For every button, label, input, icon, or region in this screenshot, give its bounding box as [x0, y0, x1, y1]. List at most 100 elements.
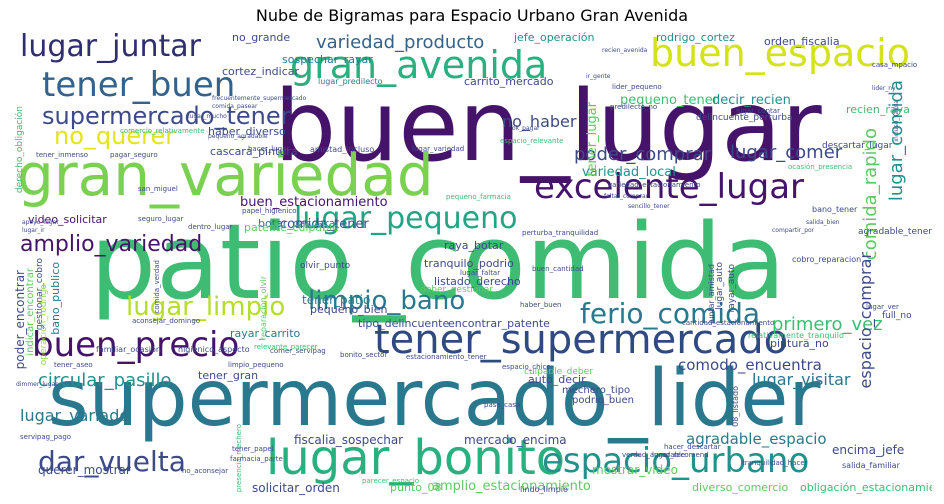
word-espacio-comprar: espacio_comprar: [856, 252, 875, 389]
word-no-grande: no_grande: [232, 32, 291, 44]
word-bano-publico: bano_publico: [49, 262, 62, 335]
word-tener-gran: tener_gran: [198, 369, 259, 382]
word-amistad-incluso: amistad_incluso: [310, 145, 375, 154]
word-parecer-espacio: parecer_espacio: [362, 477, 420, 485]
word-poder-comprar: poder_comprar: [574, 144, 712, 165]
word-farmacia-parte: farmacia_parte: [230, 455, 283, 463]
word-ir-gente: ir_gente: [586, 73, 611, 80]
word-solicitar-orden: solicitar_orden: [252, 481, 340, 495]
word-lugar-auto: lugar_auto: [715, 262, 725, 310]
word-lugar-predilecto: lugar_predilecto: [318, 77, 383, 86]
word-operacion-rodrigo: operación_rodrigo: [39, 284, 49, 366]
word-primero-vez: primero_vez: [772, 314, 883, 335]
word-estacionamiento-tener: estacionamiento_tener: [406, 353, 487, 361]
word-comida-pasear: comida_pasear: [212, 103, 258, 110]
word-hacer-lugar: hacer_lugar: [248, 145, 290, 153]
word-mercado-encima: mercado_encima: [464, 433, 567, 447]
word-tener-supermercado: tener_supermercado: [374, 317, 789, 363]
word-descartar-lugar: descartar_lugar: [822, 141, 893, 151]
word-limpio-bano: limpio_bano: [308, 286, 466, 316]
word-hacer-descartar: hacer_descartar: [664, 443, 721, 451]
word-ocasion-presencia: ocasión_presencia: [788, 163, 853, 171]
word-lugar-mucho: lugar_mucho: [188, 113, 227, 120]
word-espacio-urbano: espacio_urbano: [542, 441, 810, 481]
word-haber-buen: haber_buen: [520, 301, 562, 309]
word-raya-botar: raya_botar: [444, 239, 504, 252]
word-amplio-variedad: amplio_variedad: [20, 232, 203, 257]
word-tener-patio: tener_patio: [302, 293, 371, 307]
word-comida-tener: comida_tener: [280, 217, 369, 232]
word-sencillo-tener: sencillo_tener: [628, 203, 670, 210]
word-papel-higienico: papel_higienico: [242, 207, 297, 215]
word-comercio-relativamente: comercio_relativamente: [120, 127, 205, 135]
word-pagar-seguro: pagar_seguro: [110, 151, 158, 159]
word-fiscalia-sospechar: fiscalia_sospechar: [294, 433, 404, 447]
word-espacio-relevante: espacio_relevante: [500, 137, 564, 145]
word-tener-lugar: tener_lugar: [585, 102, 600, 177]
word-no-aconsejar: no_aconsejar: [182, 467, 229, 475]
word-video-solicitar: video_solicitar: [28, 213, 107, 226]
word-decir-recien: decir_recien: [712, 93, 791, 108]
word-lider-pequeno: lider_pequeno: [612, 83, 662, 91]
word-patio-comida: patio_comida: [90, 201, 786, 323]
word-cobro-reparacion: cobro_reparacion: [792, 255, 862, 264]
word-amplio-estacionamiento: amplio_estacionamiento: [432, 479, 591, 494]
word-casa-mpacio: casa_mpacio: [872, 61, 918, 69]
word-pequeno-tener: pequeno_tener: [620, 93, 719, 108]
word-frecuentemente-supermercado: frecuentemente_supermercado: [212, 95, 307, 102]
word-rodrigo-cortez: rodrigo_cortez: [656, 32, 735, 44]
word-verdad-agradable: verdad_agradable: [622, 451, 686, 459]
word-comer-servipag: comer_servipag: [270, 347, 326, 355]
word-perturba-tranquilidad: perturba_tranquilidad: [522, 229, 599, 237]
word-mostrar-video: mostrar_video: [592, 463, 678, 477]
word-higienico-aspecto: higienico_aspecto: [178, 345, 250, 354]
word-buen-espacio: buen_espacio: [650, 32, 910, 75]
word-agradable-espacio: agradable_espacio: [686, 430, 827, 448]
word-full-no: full_no: [882, 311, 912, 321]
word-tranquilo-podrio: tranquilo_podrio: [424, 257, 514, 270]
word-lugar-pequeno: lugar_pequeno: [294, 201, 518, 236]
word-sospechar-rayar: sospechar_rayar: [282, 53, 373, 66]
word-tener-buen: tener_buen: [42, 65, 236, 105]
word-servipag-pago: servipag_pago: [20, 433, 72, 441]
word-lugar-variedad: lugar_variedad: [412, 145, 465, 153]
word-supermercado-tener: supermercado_tener: [42, 102, 291, 130]
word-rayar-carrito: rayar_carrito: [230, 327, 301, 340]
word-ferio-comida: ferio_comida: [580, 297, 761, 330]
word-san-miguel: san_miguel: [138, 185, 178, 193]
word-gran-avenida: gran_avenida: [290, 43, 548, 87]
word-reparacion-olvir: reparacion_olvir: [259, 276, 268, 341]
word-obligacion-estacionamiento: obligación_estacionamiento: [800, 481, 932, 494]
word-cloud: patio_comida buen_lugar supermercado_lid…: [12, 32, 932, 498]
word-predilecto-no: predilecto_no: [610, 103, 658, 111]
word-lugar-ir: lugar_ir: [22, 227, 45, 234]
word-podrio-buen: podrio_buen: [572, 395, 634, 406]
word-supermercado-lider: supermercado_lider: [48, 354, 821, 444]
word-recien-avenida: recien_avenida: [602, 47, 648, 54]
word-lugar-recomend: lugar_recomend: [652, 451, 709, 459]
word-dimmer-lugar: dimmer_lugar: [16, 381, 58, 388]
word-variedad-estacionamiento: variedad_estacionamiento: [608, 181, 701, 189]
word-patente-culpable: patente_culpable: [244, 221, 339, 234]
word-aconsejar-domingo: aconsejar_domingo: [132, 317, 201, 325]
word-no-querer: no_querer: [54, 122, 176, 150]
word-relativamente-tranquilo: relativamente_tranquilo: [748, 331, 844, 340]
word-salida-bien: salida_bien: [806, 219, 840, 226]
word-lugar-bonito: lugar_bonito: [266, 430, 566, 486]
word-tener-inmenso: tener_inmenso: [36, 151, 89, 159]
word-apoyo-lugar: apoyo_lugar: [22, 219, 59, 226]
word-faltar-comprar: faltar_comprar: [604, 193, 649, 200]
word-seguro-lugar: seguro_lugar: [138, 215, 184, 223]
word-encontrar-patente: encontrar_patente: [448, 317, 550, 330]
word-comida-verdad: comida_verdad: [153, 260, 161, 314]
word-deber-gestionar: deber_gestionar: [420, 285, 494, 295]
word-bonito-sector: bonito_sector: [340, 351, 388, 359]
word-limpio-pequeno: limpio_pequeno: [228, 361, 284, 369]
word-compartir-por: compartir_por: [772, 227, 815, 234]
word-haber-diverso: haber_diverso: [208, 125, 286, 138]
word-jefe-operacion: jefe_operación: [514, 32, 595, 44]
word-carrito-mercado: carrito_mercado: [464, 75, 554, 88]
word-comodo-encuentra: comodo_encuentra: [678, 356, 822, 374]
word-cantidad-estacionamiento: cantidad_estacionamiento: [682, 319, 775, 327]
word-buen-lugar: buen_lugar: [274, 70, 822, 184]
